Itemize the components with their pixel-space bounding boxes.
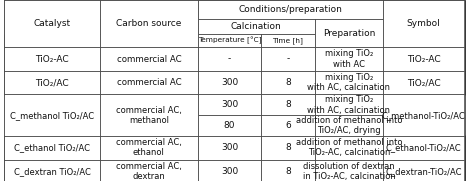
Bar [100, 136, 198, 160]
Text: Time [h]: Time [h] [273, 37, 303, 44]
Bar [315, 160, 383, 181]
Bar [100, 160, 198, 181]
Bar [100, 95, 197, 135]
Bar [383, 94, 464, 115]
Bar [4, 71, 100, 94]
Text: Conditions/preparation: Conditions/preparation [238, 5, 342, 14]
Text: mixing TiO₂
with AC, calcination: mixing TiO₂ with AC, calcination [308, 95, 391, 115]
Bar [261, 47, 315, 71]
Text: Catalyst: Catalyst [34, 19, 71, 28]
Bar [100, 0, 198, 47]
Bar [383, 71, 464, 94]
Text: 6: 6 [285, 121, 291, 130]
Bar [383, 115, 464, 136]
Bar [198, 19, 315, 34]
Text: C_dextran TiO₂/AC: C_dextran TiO₂/AC [14, 167, 91, 176]
Text: Temperature [°C]: Temperature [°C] [198, 37, 261, 44]
Text: C_dextran-TiO₂/AC: C_dextran-TiO₂/AC [385, 167, 462, 176]
Text: commercial AC,
ethanol: commercial AC, ethanol [116, 138, 182, 157]
Bar [261, 160, 315, 181]
Bar [383, 136, 464, 160]
Text: mixing TiO₂
with AC, calcination: mixing TiO₂ with AC, calcination [308, 73, 391, 92]
Text: TiO₂/AC: TiO₂/AC [36, 78, 69, 87]
Bar [383, 94, 464, 136]
Bar [198, 136, 261, 160]
Text: Carbon source: Carbon source [116, 19, 182, 28]
Text: 8: 8 [285, 100, 291, 109]
Text: C_ethanol-TiO₂/AC: C_ethanol-TiO₂/AC [386, 143, 461, 152]
Text: addition of methanol into
TiO₂-AC, calcination: addition of methanol into TiO₂-AC, calci… [296, 138, 402, 157]
Bar [315, 19, 383, 47]
Bar [100, 71, 198, 94]
Text: Preparation: Preparation [323, 29, 375, 37]
Text: 300: 300 [221, 78, 238, 87]
Bar [198, 115, 261, 136]
Bar [198, 71, 261, 94]
Bar [383, 160, 464, 181]
Text: TiO₂/AC: TiO₂/AC [407, 78, 440, 87]
Text: 80: 80 [224, 121, 235, 130]
Bar [261, 115, 315, 136]
Text: dissolution of dextran
in TiO₂-AC, calcination: dissolution of dextran in TiO₂-AC, calci… [302, 162, 395, 181]
Bar [4, 19, 198, 34]
Bar [100, 94, 198, 136]
Bar [261, 94, 315, 115]
Bar [315, 115, 383, 136]
Text: -: - [286, 54, 290, 64]
Bar [100, 47, 198, 71]
Bar [4, 160, 100, 181]
Text: Symbol: Symbol [407, 19, 440, 28]
Bar [383, 47, 464, 71]
Text: mixing TiO₂
with AC: mixing TiO₂ with AC [325, 49, 373, 69]
Text: 300: 300 [221, 143, 238, 152]
Text: C_ethanol TiO₂/AC: C_ethanol TiO₂/AC [14, 143, 91, 152]
Bar [383, 0, 464, 47]
Text: C_methanol-TiO₂/AC: C_methanol-TiO₂/AC [382, 111, 465, 120]
Bar [4, 136, 100, 160]
Text: C_methanol TiO₂/AC: C_methanol TiO₂/AC [10, 111, 94, 120]
Bar [4, 0, 100, 47]
Bar [315, 94, 383, 115]
Bar [315, 47, 383, 71]
Text: -: - [228, 54, 231, 64]
Bar [315, 136, 383, 160]
Text: 300: 300 [221, 167, 238, 176]
Bar [198, 160, 261, 181]
Bar [100, 115, 198, 136]
Text: TiO₂-AC: TiO₂-AC [407, 54, 440, 64]
Bar [4, 0, 198, 19]
Bar [4, 94, 100, 115]
Text: TiO₂-AC: TiO₂-AC [36, 54, 69, 64]
Bar [383, 95, 464, 135]
Text: commercial AC: commercial AC [117, 54, 181, 64]
Bar [198, 34, 261, 47]
Text: 8: 8 [285, 167, 291, 176]
Bar [261, 136, 315, 160]
Text: commercial AC,
methanol: commercial AC, methanol [116, 106, 182, 125]
Text: addition of methanol into
TiO₂/AC, drying: addition of methanol into TiO₂/AC, dryin… [296, 116, 402, 135]
Bar [261, 34, 315, 47]
Bar [100, 94, 198, 115]
Bar [4, 115, 100, 136]
Text: 8: 8 [285, 78, 291, 87]
Bar [315, 71, 383, 94]
Text: commercial AC,
dextran: commercial AC, dextran [116, 162, 182, 181]
Bar [198, 47, 261, 71]
Text: 8: 8 [285, 143, 291, 152]
Text: 300: 300 [221, 100, 238, 109]
Bar [198, 0, 383, 19]
Bar [4, 94, 100, 136]
Bar [5, 95, 100, 135]
Text: Calcination: Calcination [231, 22, 282, 31]
Bar [198, 94, 261, 115]
Bar [261, 71, 315, 94]
Text: commercial AC: commercial AC [117, 78, 181, 87]
Bar [4, 47, 100, 71]
